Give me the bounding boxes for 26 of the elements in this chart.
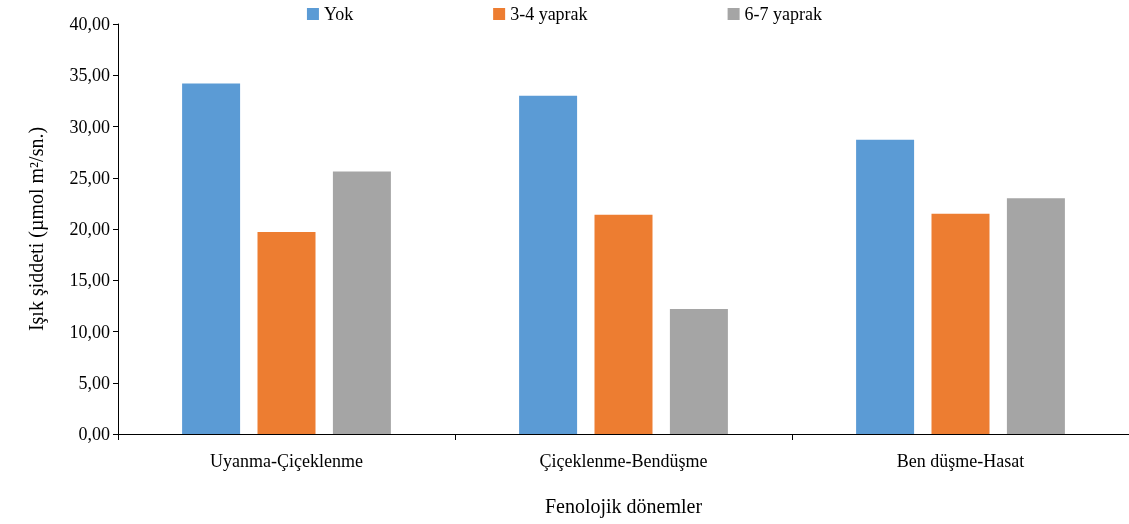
bar [1006,198,1065,434]
legend-label: 6-7 yaprak [744,4,823,24]
bar [519,95,578,434]
bar [594,214,653,434]
y-tick-label: 10,00 [69,321,110,342]
legend-label: Yok [323,4,354,24]
x-axis-title: Fenolojik dönemler [544,495,703,518]
y-tick-label: 35,00 [69,65,110,86]
y-tick-label: 5,00 [78,372,110,393]
y-tick-label: 20,00 [69,219,110,239]
y-tick-label: 30,00 [69,116,110,137]
y-tick-label: 0,00 [78,424,110,444]
x-tick-label: Çiçeklenme-Bendüşme [539,451,708,471]
bar [182,83,241,434]
bar [931,213,990,434]
bar [332,171,391,434]
bar [257,232,316,434]
x-tick-label: Ben düşme-Hasat [896,451,1025,471]
legend-label: 3-4 yaprak [510,4,588,24]
x-tick-label: Uyanma-Çiçeklenme [210,451,363,471]
bar [856,139,915,434]
y-axis-title: Işık şiddeti (µmol m²/sn.) [25,126,48,332]
y-tick-label: 25,00 [69,167,110,188]
bar [669,308,728,434]
y-tick-label: 40,00 [69,14,110,34]
y-tick-label: 15,00 [69,270,110,291]
